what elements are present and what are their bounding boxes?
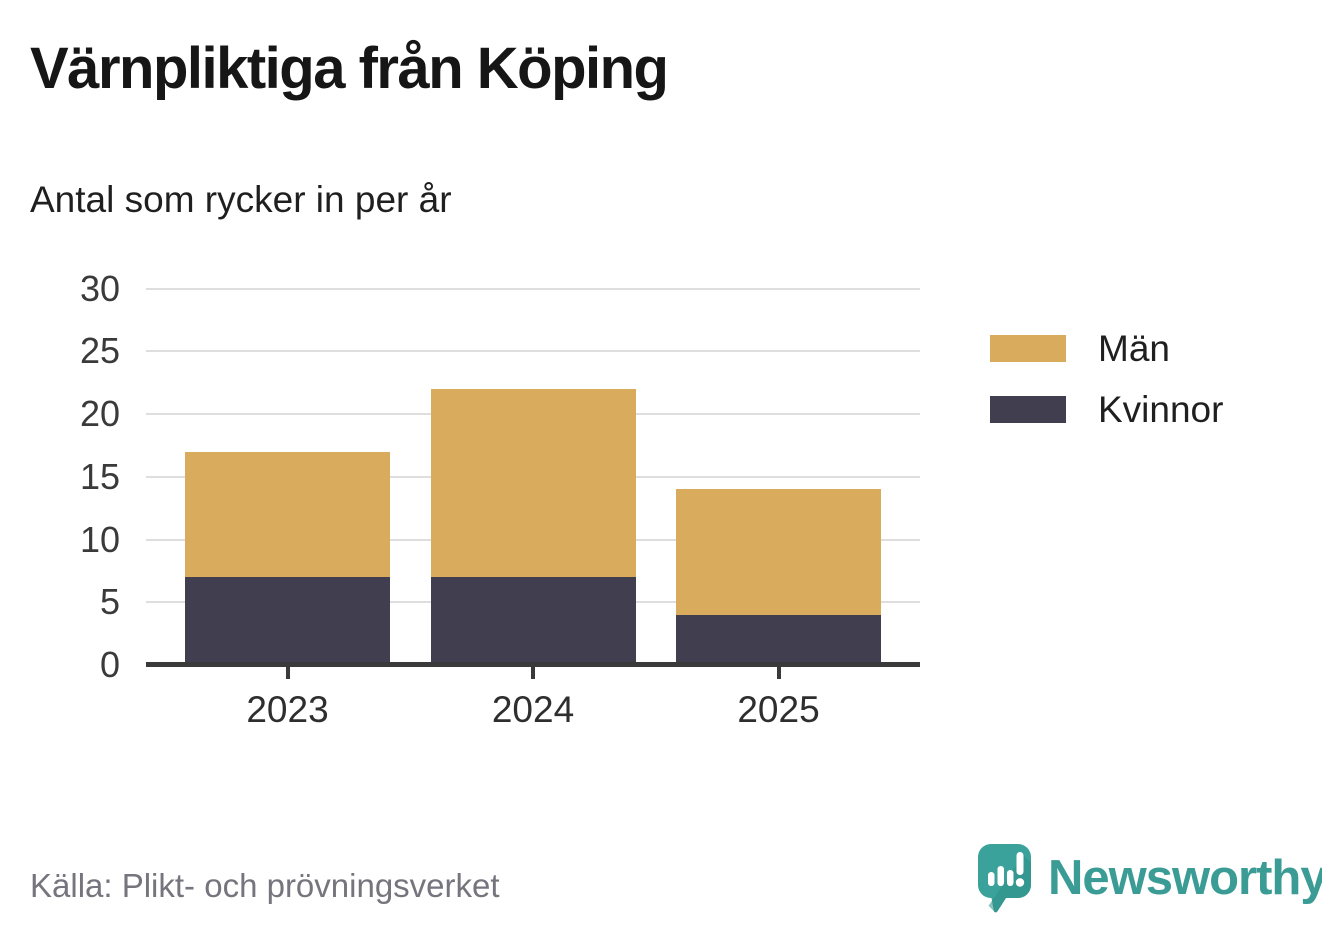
bar-segment-män-2023 [185,451,390,578]
legend-item: Män [990,330,1223,367]
y-tick-label: 30 [79,267,120,309]
legend-label: Män [1098,328,1170,369]
x-tick-label: 2025 [737,689,820,730]
y-tick-label: 5 [99,581,120,623]
x-tick-label: 2024 [491,689,575,730]
x-axis-tick [776,665,781,679]
chart-title: Värnpliktiga från Köping [30,36,669,101]
bar-segment-män-2025 [676,489,881,615]
legend-swatch [990,396,1066,423]
y-tick-label: 20 [79,393,120,434]
bar-segment-kvinnor-2023 [185,577,390,665]
x-axis-tick [531,665,535,679]
x-axis-line [146,662,920,667]
bar-segment-män-2024 [430,388,636,578]
y-tick-label: 10 [79,518,120,560]
x-axis-tick [285,665,290,679]
grid-line [146,287,920,290]
grid-line [146,350,920,353]
brand-name: Newsworthy [1048,850,1322,905]
source-note: Källa: Plikt- och prövningsverket [30,867,500,904]
y-tick-label: 0 [99,644,120,685]
chart-subtitle: Antal som rycker in per år [30,179,452,220]
bar-segment-kvinnor-2024 [430,577,636,665]
y-tick-label: 25 [79,330,120,372]
brand-lockup: Newsworthy [978,843,1322,913]
x-tick-label: 2023 [246,689,329,730]
y-tick-label: 15 [79,455,120,497]
bar-segment-kvinnor-2025 [676,614,881,665]
chart-legend: Män Kvinnor [990,330,1223,452]
legend-item: Kvinnor [990,391,1223,428]
legend-label: Kvinnor [1098,389,1224,430]
newsworthy-logo-icon [978,844,1031,913]
legend-swatch [990,335,1066,362]
